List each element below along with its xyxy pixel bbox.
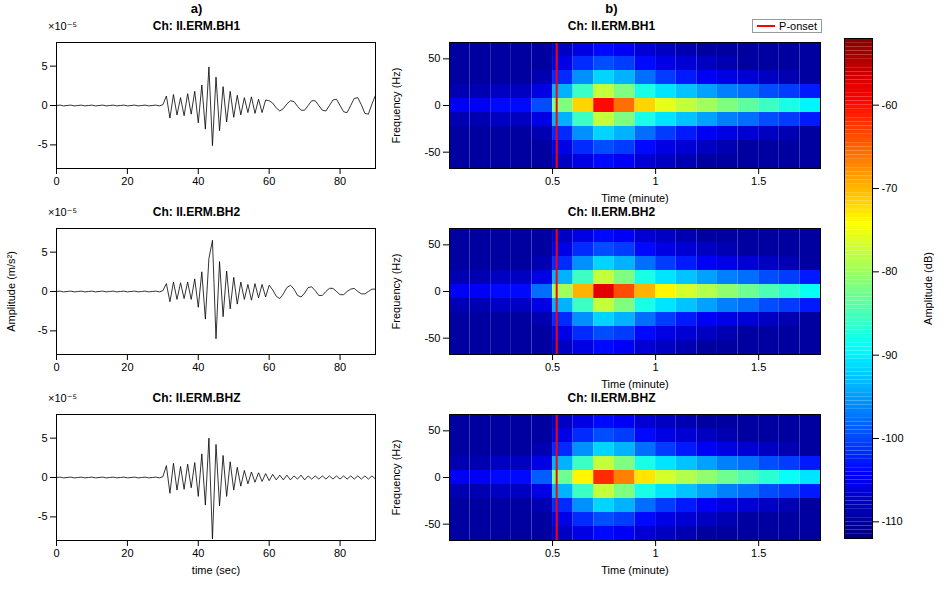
- svg-text:0: 0: [53, 175, 59, 187]
- svg-text:1.5: 1.5: [751, 361, 766, 373]
- svg-text:0.5: 0.5: [545, 547, 560, 559]
- svg-text:0: 0: [434, 471, 440, 483]
- svg-text:Frequency (Hz): Frequency (Hz): [390, 68, 402, 144]
- svg-text:5: 5: [41, 60, 47, 72]
- svg-text:40: 40: [192, 361, 204, 373]
- svg-text:80: 80: [334, 361, 346, 373]
- svg-text:0: 0: [434, 99, 440, 111]
- html-text:Ch: II.ERM.BH1: Ch: II.ERM.BH1: [152, 19, 241, 33]
- svg-text:Time (minute): Time (minute): [601, 564, 668, 576]
- svg-text:50: 50: [428, 238, 440, 250]
- svg-text:20: 20: [121, 361, 133, 373]
- svg-text:0: 0: [41, 99, 47, 111]
- html-text:Ch: II.ERM.BH2: Ch: II.ERM.BH2: [567, 205, 656, 219]
- svg-text:Frequency (Hz): Frequency (Hz): [390, 440, 402, 516]
- svg-text:80: 80: [334, 175, 346, 187]
- svg-text:Amplitude (m/s²): Amplitude (m/s²): [5, 251, 17, 332]
- html-text:P-onset: P-onset: [779, 20, 817, 32]
- svg-text:-90: -90: [882, 349, 898, 361]
- svg-text:1: 1: [653, 175, 659, 187]
- svg-text:0: 0: [41, 285, 47, 297]
- svg-text:time (sec): time (sec): [192, 564, 240, 576]
- svg-text:-110: -110: [882, 515, 903, 527]
- html-text:Ch: II.ERM.BHZ: Ch: II.ERM.BHZ: [567, 391, 656, 405]
- svg-text:80: 80: [334, 547, 346, 559]
- svg-text:-80: -80: [882, 265, 898, 277]
- svg-text:0: 0: [41, 471, 47, 483]
- svg-text:20: 20: [121, 175, 133, 187]
- html-text:×10⁻⁵: ×10⁻⁵: [48, 392, 77, 404]
- svg-text:60: 60: [263, 175, 275, 187]
- svg-text:0: 0: [434, 285, 440, 297]
- svg-text:-50: -50: [425, 518, 441, 530]
- svg-text:20: 20: [121, 547, 133, 559]
- html-text:Ch: II.ERM.BH2: Ch: II.ERM.BH2: [152, 205, 241, 219]
- svg-text:0: 0: [53, 361, 59, 373]
- svg-text:60: 60: [263, 547, 275, 559]
- html-text:b): b): [605, 1, 618, 16]
- svg-text:-100: -100: [882, 432, 904, 444]
- svg-text:40: 40: [192, 175, 204, 187]
- svg-text:1: 1: [653, 361, 659, 373]
- svg-text:60: 60: [263, 361, 275, 373]
- svg-text:50: 50: [428, 52, 440, 64]
- svg-text:-5: -5: [38, 510, 48, 522]
- svg-text:-5: -5: [38, 324, 48, 336]
- svg-text:0.5: 0.5: [545, 175, 560, 187]
- html-text:Ch: II.ERM.BH1: Ch: II.ERM.BH1: [567, 19, 656, 33]
- svg-text:Frequency (Hz): Frequency (Hz): [390, 254, 402, 330]
- svg-text:50: 50: [428, 424, 440, 436]
- svg-text:-5: -5: [38, 138, 48, 150]
- svg-text:40: 40: [192, 547, 204, 559]
- svg-text:Time (minute): Time (minute): [601, 378, 668, 390]
- html-text:×10⁻⁵: ×10⁻⁵: [48, 206, 77, 218]
- html-text:×10⁻⁵: ×10⁻⁵: [48, 20, 77, 32]
- html-text:Ch: II.ERM.BHZ: Ch: II.ERM.BHZ: [152, 391, 241, 405]
- svg-text:0.5: 0.5: [545, 361, 560, 373]
- svg-text:1: 1: [653, 547, 659, 559]
- html-text:a): a): [190, 1, 203, 16]
- svg-text:-50: -50: [425, 146, 441, 158]
- svg-text:Time (minute): Time (minute): [601, 192, 668, 204]
- svg-text:-50: -50: [425, 332, 441, 344]
- svg-text:5: 5: [41, 246, 47, 258]
- svg-text:5: 5: [41, 432, 47, 444]
- svg-text:1.5: 1.5: [751, 547, 766, 559]
- svg-text:0: 0: [53, 547, 59, 559]
- svg-text:Amplitude (dB): Amplitude (dB): [922, 252, 934, 325]
- svg-text:1.5: 1.5: [751, 175, 766, 187]
- svg-text:-60: -60: [882, 99, 898, 111]
- svg-text:-70: -70: [882, 182, 898, 194]
